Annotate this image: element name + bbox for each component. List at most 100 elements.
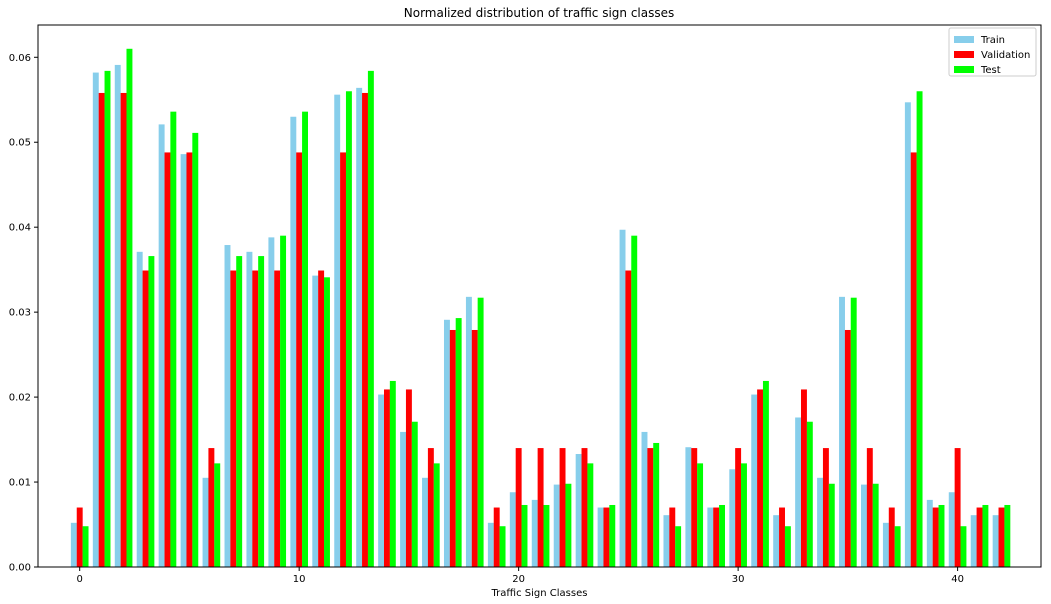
- bar-train-32: [773, 515, 780, 567]
- bar-train-19: [487, 522, 494, 567]
- bar-validation-13: [362, 92, 368, 568]
- y-tick-label: 0.02: [9, 393, 31, 404]
- bar-train-38: [904, 102, 911, 567]
- bar-test-17: [455, 318, 462, 567]
- bar-validation-9: [274, 270, 281, 567]
- bar-test-7: [236, 256, 243, 567]
- bar-test-20: [521, 504, 528, 567]
- bar-train-4: [158, 124, 165, 567]
- bar-train-1: [92, 72, 99, 567]
- bar-test-23: [587, 463, 594, 567]
- bar-test-37: [894, 526, 901, 567]
- bar-train-21: [531, 499, 538, 567]
- bar-validation-30: [735, 448, 742, 567]
- x-tick-label: 0: [77, 574, 83, 585]
- plot-frame: [37, 24, 1042, 568]
- x-tick-label: 20: [512, 574, 525, 585]
- bar-train-41: [970, 515, 977, 567]
- x-tick-label: 30: [732, 574, 745, 585]
- bar-validation-6: [208, 448, 215, 567]
- x-tick-label: 10: [293, 574, 306, 585]
- bar-validation-41: [976, 507, 983, 567]
- bar-validation-8: [252, 270, 259, 567]
- bar-test-14: [389, 380, 396, 567]
- bar-test-41: [982, 504, 989, 567]
- bar-test-39: [938, 504, 945, 567]
- bar-test-16: [433, 463, 440, 567]
- bar-train-16: [422, 477, 428, 567]
- bar-train-14: [378, 394, 385, 567]
- bar-train-18: [465, 296, 472, 567]
- bar-test-22: [565, 483, 572, 567]
- bar-validation-33: [801, 389, 807, 567]
- bar-train-8: [246, 251, 253, 567]
- bar-validation-12: [340, 152, 347, 567]
- bar-validation-34: [822, 448, 829, 567]
- bar-test-0: [82, 526, 89, 567]
- bar-train-39: [926, 499, 933, 567]
- bar-validation-32: [779, 507, 785, 567]
- bar-train-34: [817, 477, 824, 567]
- bar-validation-21: [537, 448, 544, 567]
- bar-train-20: [509, 492, 516, 567]
- y-axis-ticks: 0.00 0.01 0.02 0.03 0.04 0.05 0.06: [9, 53, 38, 574]
- bar-validation-20: [515, 448, 522, 567]
- bar-test-18: [477, 297, 484, 567]
- bar-validation-38: [910, 152, 917, 567]
- bar-train-40: [948, 492, 955, 567]
- bar-validation-7: [230, 270, 237, 567]
- y-tick-label: 0.01: [9, 478, 31, 489]
- bar-train-17: [443, 319, 450, 567]
- bar-test-1: [104, 70, 111, 568]
- bar-train-33: [795, 417, 802, 567]
- bar-test-34: [828, 483, 835, 567]
- x-tick-label: 40: [951, 574, 964, 585]
- legend-swatch-validation: [954, 51, 974, 58]
- bar-validation-17: [449, 329, 456, 567]
- bar-train-28: [685, 447, 692, 567]
- bar-validation-42: [998, 507, 1005, 567]
- bar-train-3: [136, 251, 143, 567]
- bar-test-33: [806, 421, 813, 567]
- bar-validation-14: [384, 389, 390, 567]
- bar-validation-4: [164, 152, 171, 567]
- legend-label-train: Train: [980, 35, 1005, 46]
- bar-validation-2: [120, 92, 127, 568]
- bar-train-5: [180, 154, 187, 567]
- bar-validation-31: [757, 389, 764, 567]
- bar-train-10: [290, 116, 297, 567]
- bar-validation-36: [866, 448, 873, 567]
- bar-train-26: [641, 431, 648, 567]
- bar-validation-16: [427, 448, 434, 567]
- y-tick-label: 0.03: [9, 308, 31, 319]
- bar-validation-19: [493, 507, 500, 567]
- legend-label-test: Test: [980, 65, 1001, 76]
- bar-train-22: [553, 484, 560, 567]
- bar-test-35: [850, 297, 857, 567]
- bar-test-31: [762, 380, 769, 567]
- bar-test-29: [719, 504, 725, 567]
- bar-test-15: [411, 421, 418, 567]
- bar-test-4: [170, 111, 177, 568]
- bar-train-9: [268, 237, 275, 567]
- bar-test-21: [543, 504, 550, 567]
- bar-test-8: [258, 256, 265, 567]
- bar-test-24: [609, 504, 616, 567]
- x-axis-label: Traffic Sign Classes: [491, 588, 588, 599]
- bar-train-6: [202, 477, 209, 567]
- bar-test-36: [872, 483, 879, 567]
- bar-validation-18: [471, 329, 478, 567]
- bar-test-11: [324, 277, 330, 567]
- bar-validation-37: [888, 507, 895, 567]
- bar-validation-28: [691, 448, 698, 567]
- bar-train-23: [575, 454, 582, 567]
- y-tick-label: 0.04: [9, 223, 31, 234]
- bar-validation-40: [954, 448, 961, 567]
- bar-test-12: [345, 91, 352, 567]
- bars-group: [70, 48, 1011, 568]
- bar-validation-24: [603, 507, 610, 567]
- bar-test-10: [302, 111, 308, 568]
- bar-validation-23: [581, 448, 588, 567]
- bar-train-27: [663, 515, 670, 567]
- bar-train-37: [882, 522, 889, 567]
